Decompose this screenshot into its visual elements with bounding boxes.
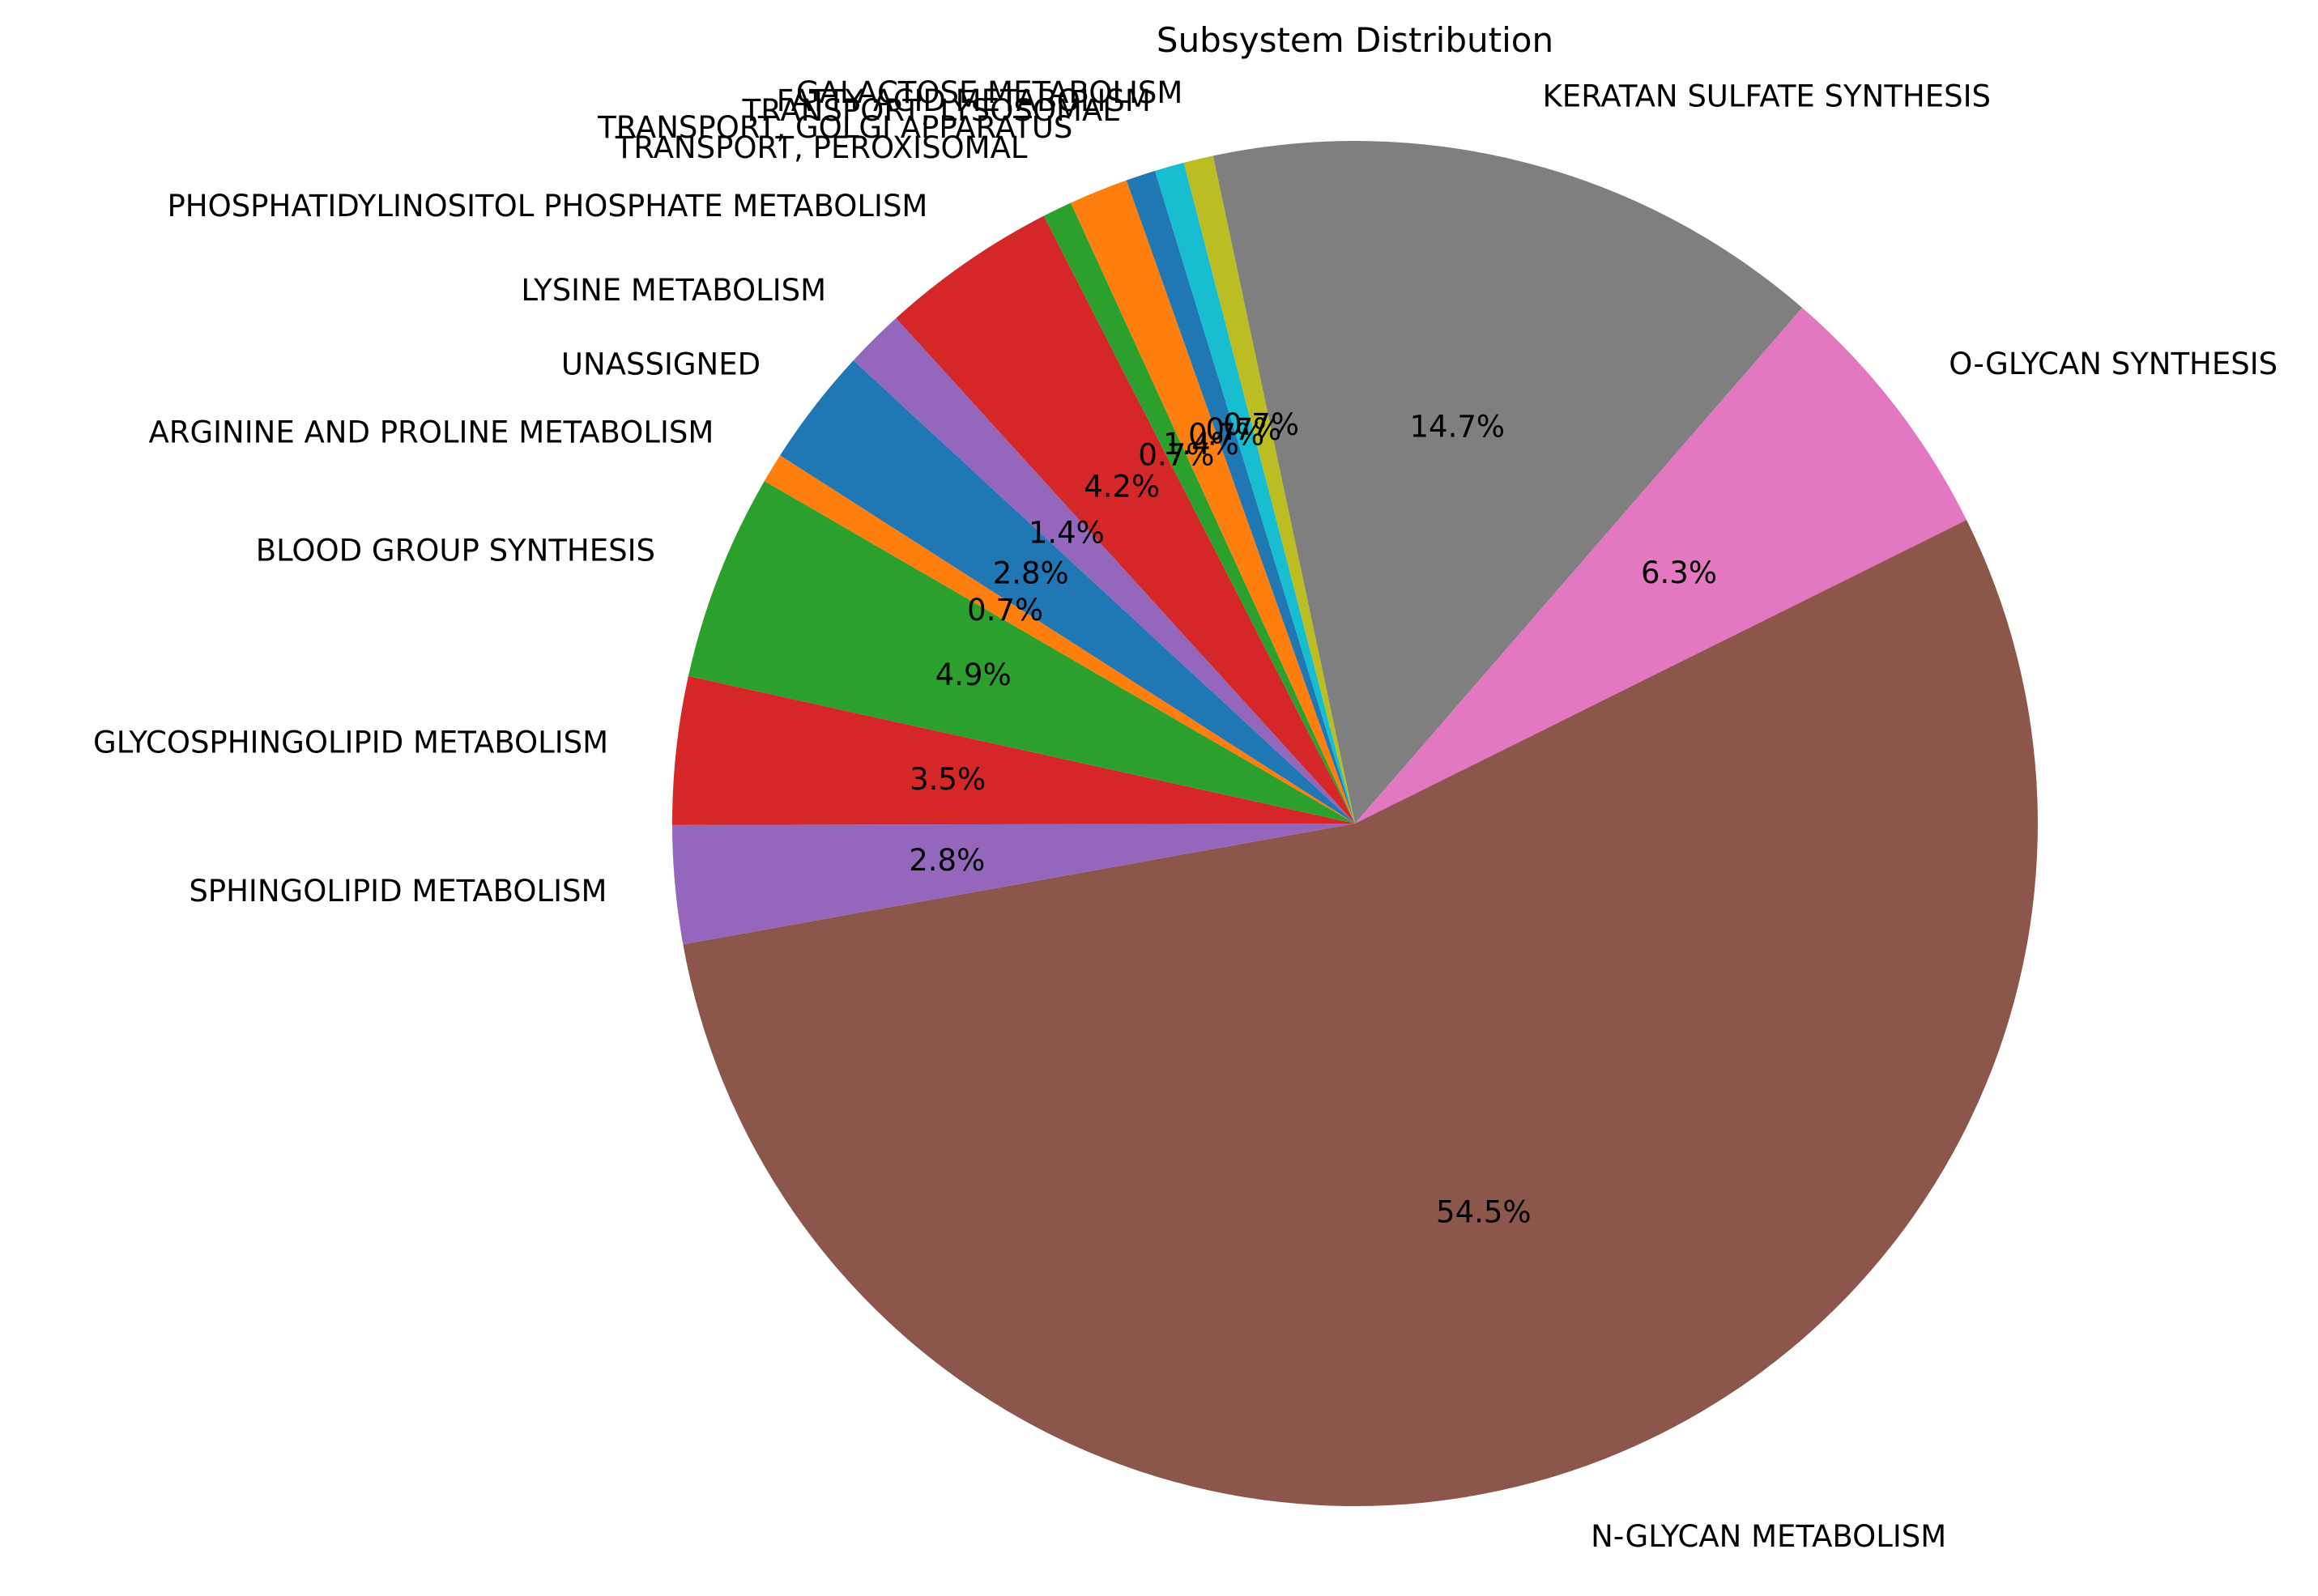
pie-slice-galactose-metabolism (1183, 155, 1355, 824)
percent-label-galactose-metabolism: 0.7% (1223, 407, 1299, 442)
chart-title: Subsystem Distribution (1157, 20, 1553, 60)
percent-label-sphingolipid-metabolism: 2.8% (909, 843, 985, 878)
pie-slice-transport-peroxisomal (1043, 202, 1355, 824)
category-labels: KERATAN SULFATE SYNTHESIS O-GLYCAN SYNTHE… (93, 75, 2278, 1554)
percent-label-keratan-sulfate-synthesis: 14.7% (1410, 410, 1506, 445)
percent-label-o-glycan-synthesis: 6.3% (1641, 555, 1717, 590)
percent-label-blood-group-synthesis: 4.9% (935, 658, 1012, 692)
pie-slice-keratan-sulfate-synthesis (1212, 141, 1803, 824)
pie-slice-transport-lysosomal (1126, 171, 1355, 824)
category-label-glycosphingolipid-metabolism: GLYCOSPHINGOLIPID METABOLISM (93, 726, 608, 760)
pie-slice-o-glycan-synthesis (1355, 308, 1967, 824)
percent-label-transport-lysosomal: 0.7% (1188, 417, 1264, 452)
category-label-galactose-metabolism: GALACTOSE METABOLISM (796, 75, 1182, 110)
pie-slice-glycosphingolipid-metabolism (672, 675, 1355, 825)
percent-label-fatty-acid-metabolism: 0.7% (1205, 412, 1281, 447)
percent-label-transport-peroxisomal: 0.7% (1138, 437, 1214, 472)
pie-slice-unassigned (780, 360, 1355, 824)
pie-slice-sphingolipid-metabolism (672, 824, 1355, 945)
category-label-transport-lysosomal: TRANSPORT, LYSOSOMAL (742, 93, 1120, 128)
category-label-o-glycan-synthesis: O-GLYCAN SYNTHESIS (1949, 347, 2278, 381)
percent-label-transport-golgi-apparatus: 1.4% (1163, 427, 1239, 462)
category-label-phosphatidylinositol-phosphate-metabolism: PHOSPHATIDYLINOSITOL PHOSPHATE METABOLIS… (167, 189, 927, 223)
category-label-unassigned: UNASSIGNED (561, 347, 761, 382)
category-label-lysine-metabolism: LYSINE METABOLISM (521, 273, 826, 308)
percent-label-n-glycan-metabolism: 54.5% (1436, 1195, 1532, 1230)
category-label-fatty-acid-metabolism: FATTY ACID METABOLISM (777, 83, 1151, 118)
percent-label-phosphatidylinositol-phosphate-metabolism: 4.2% (1084, 470, 1160, 504)
category-label-n-glycan-metabolism: N-GLYCAN METABOLISM (1591, 1519, 1946, 1554)
category-label-transport-golgi-apparatus: TRANSPORT, GOLGI APPARATUS (597, 110, 1072, 145)
pie-slice-arginine-and-proline-metabolism (764, 455, 1355, 824)
pie-slice-blood-group-synthesis (688, 480, 1355, 824)
pie-slice-lysine-metabolism (853, 317, 1355, 824)
percent-label-unassigned: 2.8% (993, 555, 1069, 590)
pie-slice-phosphatidylinositol-phosphate-metabolism (896, 215, 1355, 824)
category-label-transport-peroxisomal: TRANSPORT, PEROXISOMAL (615, 130, 1028, 165)
category-label-blood-group-synthesis: BLOOD GROUP SYNTHESIS (256, 534, 655, 568)
pie-slice-transport-golgi-apparatus (1071, 180, 1355, 824)
percent-label-lysine-metabolism: 1.4% (1029, 515, 1105, 550)
pie-slices (672, 141, 2038, 1506)
pie-slice-n-glycan-metabolism (683, 520, 2038, 1506)
percent-labels: 14.7%6.3%54.5%2.8%3.5%4.9%0.7%2.8%1.4%4.… (909, 407, 1717, 1230)
percent-label-arginine-and-proline-metabolism: 0.7% (967, 593, 1043, 628)
category-label-keratan-sulfate-synthesis: KERATAN SULFATE SYNTHESIS (1543, 79, 1991, 114)
pie-slice-fatty-acid-metabolism (1154, 162, 1355, 824)
percent-label-glycosphingolipid-metabolism: 3.5% (910, 762, 986, 797)
category-label-sphingolipid-metabolism: SPHINGOLIPID METABOLISM (189, 874, 607, 909)
category-label-arginine-and-proline-metabolism: ARGININE AND PROLINE METABOLISM (148, 415, 714, 450)
